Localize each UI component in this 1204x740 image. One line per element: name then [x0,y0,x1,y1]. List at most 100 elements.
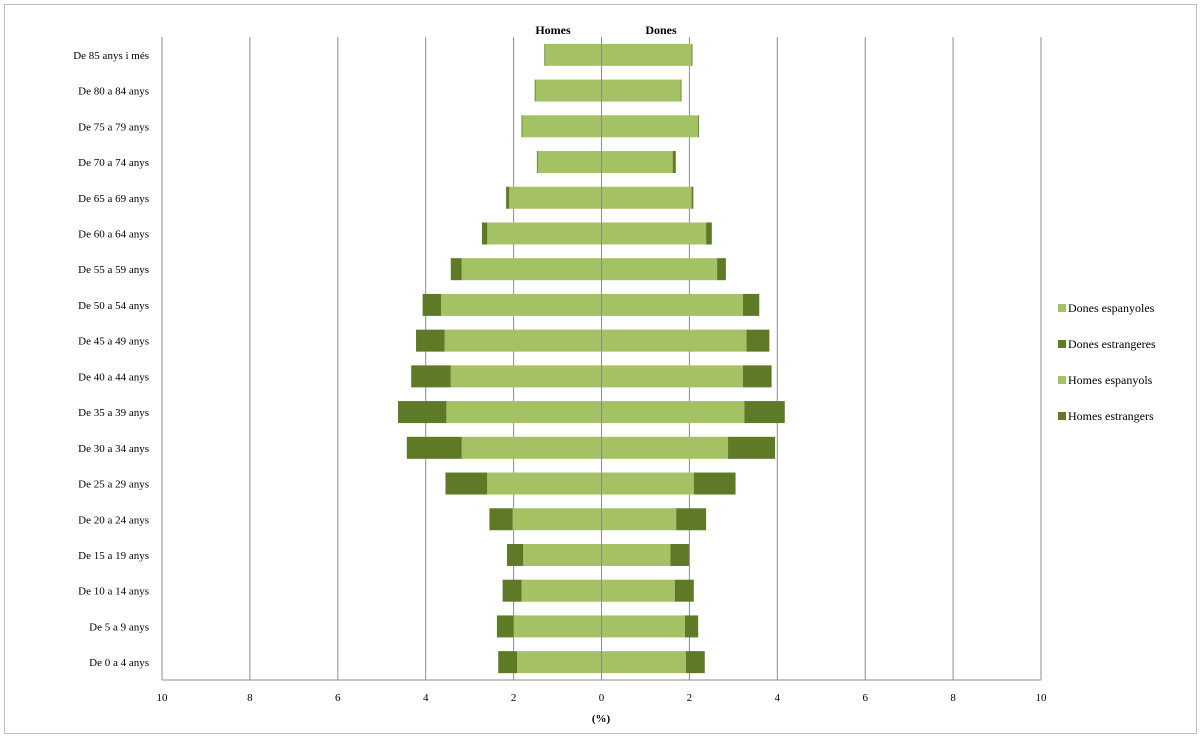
x-tick-labels: 10 8 6 4 2 0 2 4 6 8 10 [157,692,1048,704]
x-tick-label: 2 [687,692,693,704]
x-axis-label: (%) [592,713,611,725]
legend-swatch [1058,304,1066,312]
x-tick-label: 0 [599,692,605,704]
legend-swatch [1058,340,1066,348]
bar-dones-estrangeres [743,365,772,388]
bar-homes-espanyols [517,651,602,674]
bar-dones-estrangeres [685,615,699,638]
bar-dones-estrangeres [672,151,676,174]
category-label: De 65 a 69 anys [78,193,149,205]
bar-homes-espanyols [537,151,602,174]
legend-label: Dones espanyoles [1068,301,1155,315]
x-tick-label: 8 [950,692,956,704]
bar-homes-espanyols [545,43,602,66]
bar-homes-espanyols [487,472,602,495]
bar-dones-estrangeres [717,258,726,281]
bar-homes-estrangers [445,472,488,495]
grid-lines [161,37,1042,680]
bar-dones-estrangeres [706,222,712,245]
category-label: De 35 a 39 anys [78,407,149,419]
legend-label: Dones estrangeres [1068,337,1156,351]
bar-homes-espanyols [522,115,602,138]
bar-dones-estrangeres [728,436,776,459]
bar-homes-espanyols [450,365,602,388]
x-tick-label: 4 [775,692,781,704]
bar-dones-espanyoles [601,115,699,138]
bar-homes-estrangers [521,115,523,138]
header-men: Homes [535,23,571,37]
bar-homes-espanyols [446,401,602,424]
category-label: De 60 a 64 anys [78,228,149,240]
bar-homes-estrangers [502,579,522,602]
bar-dones-estrangeres [691,43,693,66]
bar-homes-espanyols [487,222,602,245]
category-label: De 55 a 59 anys [78,264,149,276]
category-label: De 45 a 49 anys [78,336,149,348]
category-label: De 0 a 4 anys [89,657,149,669]
bar-homes-estrangers [544,43,546,66]
bar-homes-estrangers [506,186,510,209]
bar-dones-espanyoles [601,579,675,602]
legend-swatch [1058,376,1066,384]
bar-dones-estrangeres [743,293,760,316]
bar-homes-estrangers [498,651,518,674]
bar-homes-estrangers [496,615,514,638]
bar-dones-espanyoles [601,329,747,352]
category-label: De 85 anys i més [73,50,149,62]
x-tick-label: 10 [157,692,169,704]
bar-dones-espanyoles [601,222,707,245]
bar-dones-espanyoles [601,365,744,388]
bar-dones-espanyoles [601,258,718,281]
bar-homes-espanyols [521,579,602,602]
bar-homes-estrangers [416,329,445,352]
bar-homes-estrangers [406,436,462,459]
bar-dones-espanyoles [601,508,677,531]
bar-homes-espanyols [444,329,602,352]
bar-dones-estrangeres [746,329,770,352]
x-tick-label: 6 [862,692,868,704]
bar-homes-espanyols [535,79,602,102]
bar-dones-espanyoles [601,472,694,495]
bar-dones-espanyoles [601,151,673,174]
category-label: De 10 a 14 anys [78,586,149,598]
bar-dones-estrangeres [744,401,785,424]
category-label: De 80 a 84 anys [78,86,149,98]
x-tick-label: 4 [423,692,429,704]
x-tick-label: 10 [1036,692,1048,704]
bar-homes-espanyols [509,186,602,209]
bar-homes-espanyols [461,436,602,459]
category-label: De 30 a 34 anys [78,443,149,455]
legend: Dones espanyoles Dones estrangeres Homes e… [1058,301,1156,423]
bar-homes-espanyols [441,293,602,316]
category-label: De 15 a 19 anys [78,550,149,562]
bar-dones-estrangeres [691,186,694,209]
bar-dones-estrangeres [670,543,689,566]
bar-dones-estrangeres [674,579,694,602]
bar-homes-estrangers [411,365,451,388]
bar-homes-espanyols [513,615,602,638]
legend-label: Homes espanyols [1068,373,1153,387]
bar-homes-estrangers [481,222,488,245]
bar-dones-espanyoles [601,401,745,424]
bar-homes-estrangers [536,151,538,174]
legend-label: Homes estrangers [1068,409,1154,423]
category-label: De 70 a 74 anys [78,157,149,169]
bar-dones-espanyoles [601,186,692,209]
bar-dones-espanyoles [601,436,729,459]
category-labels: De 85 anys i més De 80 a 84 anys De 75 a 7… [73,50,149,669]
bar-dones-espanyoles [601,43,692,66]
chart-frame [4,4,1197,734]
bar-homes-estrangers [398,401,447,424]
bar-dones-estrangeres [693,472,736,495]
bar-dones-estrangeres [680,79,682,102]
bar-homes-estrangers [450,258,462,281]
bar-dones-espanyoles [601,651,686,674]
bar-homes-espanyols [461,258,602,281]
legend-swatch [1058,412,1066,420]
category-label: De 50 a 54 anys [78,300,149,312]
bar-homes-estrangers [422,293,442,316]
x-tick-label: 8 [247,692,253,704]
bar-homes-estrangers [489,508,513,531]
bar-dones-estrangeres [676,508,707,531]
